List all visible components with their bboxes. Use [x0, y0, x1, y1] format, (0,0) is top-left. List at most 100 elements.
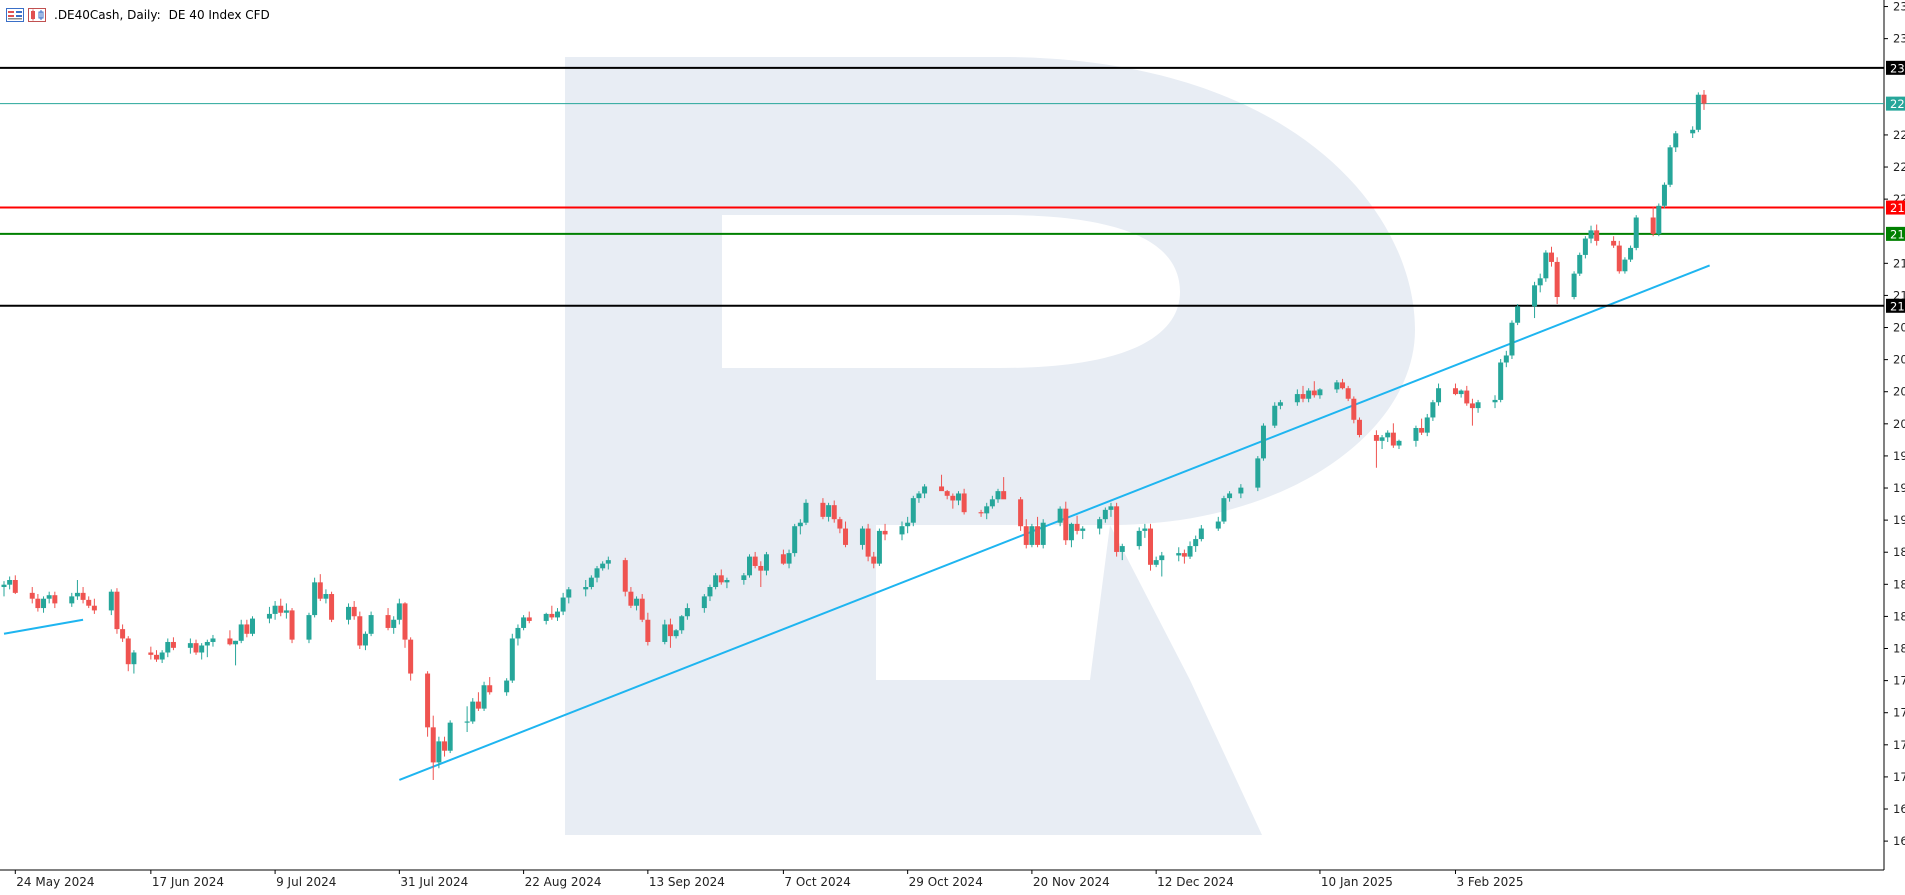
x-tick-label: 7 Oct 2024 [784, 875, 851, 889]
candle [1148, 523, 1154, 571]
candle [600, 561, 606, 571]
candle [684, 603, 690, 620]
candle [1622, 257, 1628, 274]
candle [1351, 396, 1357, 424]
candle [588, 575, 594, 590]
symbol-description: DE 40 Index CFD [168, 8, 270, 22]
horizontal-levels[interactable] [0, 66, 1884, 307]
candle [950, 493, 956, 509]
candle [329, 591, 335, 623]
candle [7, 576, 13, 590]
candle [35, 594, 41, 612]
y-tick-label: 18723.1 [1893, 577, 1905, 591]
candle [594, 565, 600, 583]
candle [837, 516, 843, 534]
candle [1255, 456, 1261, 492]
y-tick-label: 17899.6 [1893, 674, 1905, 688]
candle [283, 603, 289, 619]
candle [1068, 522, 1074, 548]
candle [1227, 491, 1233, 502]
candle [1571, 271, 1577, 300]
x-tick-label: 12 Dec 2024 [1157, 875, 1234, 889]
candle [193, 639, 199, 655]
candle [1379, 435, 1385, 450]
candles [1, 90, 1707, 780]
candle [1193, 535, 1199, 552]
candle [605, 556, 611, 570]
candle [504, 678, 510, 696]
candle [475, 692, 481, 711]
chart-type-icon[interactable] [28, 8, 46, 22]
y-tick-label: 22566.1 [1893, 128, 1905, 142]
trendline-2[interactable] [398, 264, 1711, 781]
candle [1114, 502, 1120, 557]
candle [634, 596, 640, 611]
candle [442, 736, 448, 757]
candle [628, 587, 634, 609]
candle [843, 521, 849, 548]
candle [1356, 417, 1362, 438]
candle [41, 596, 47, 613]
x-tick-label: 24 May 2024 [16, 875, 94, 889]
candle [713, 572, 719, 590]
candle [351, 601, 357, 620]
candle [317, 574, 323, 602]
candle [1176, 547, 1182, 562]
y-tick-label: 16527.1 [1893, 834, 1905, 848]
time-axis[interactable]: 24 May 2024 17 Jun 2024 9 Jul 2024 31 Jul 2… [14, 870, 1524, 889]
candle [159, 650, 165, 664]
candle [1294, 389, 1300, 406]
trendline-1[interactable] [3, 618, 84, 635]
candle [368, 611, 374, 637]
candle [724, 577, 730, 589]
level-label: 21105.0 [1886, 298, 1905, 313]
trade-panel-icon[interactable] [6, 8, 24, 22]
price-axis[interactable]: 23664.123389.622566.122291.622017.121468… [1884, 0, 1905, 848]
candle [803, 499, 809, 526]
y-tick-label: 17625.1 [1893, 706, 1905, 720]
candle [86, 596, 92, 609]
candle [1594, 224, 1600, 246]
candle [1492, 395, 1498, 409]
candle [543, 612, 549, 625]
candle [1396, 439, 1402, 450]
level-price-labels: 23140.0 22833.8 21945.0 21720.0 21105.0 [1886, 60, 1905, 313]
candle [526, 611, 532, 624]
candle [622, 557, 628, 597]
candle [741, 572, 747, 585]
candle [1057, 506, 1063, 527]
watermark-logo [565, 57, 1415, 835]
candle [786, 549, 792, 569]
x-tick-label: 22 Aug 2024 [525, 875, 602, 889]
candle [673, 629, 679, 639]
x-tick-label: 10 Jan 2025 [1321, 875, 1393, 889]
candle [1656, 203, 1662, 237]
candle [1661, 182, 1667, 209]
candle [29, 587, 35, 604]
candle [899, 521, 905, 541]
candle [266, 606, 272, 624]
candle [278, 598, 284, 617]
y-tick-label: 19821.1 [1893, 449, 1905, 463]
candle [910, 495, 916, 527]
candle [1582, 236, 1588, 259]
candle [69, 592, 75, 607]
candle [944, 489, 950, 500]
candle [1548, 246, 1554, 267]
candle [797, 519, 803, 535]
candle [1452, 383, 1458, 396]
candle [1650, 206, 1656, 237]
candle [80, 587, 86, 604]
candle [718, 569, 724, 585]
candle [481, 681, 487, 711]
candle [1458, 389, 1464, 398]
x-tick-label: 9 Jul 2024 [276, 875, 336, 889]
candle [447, 720, 453, 754]
candle [1181, 549, 1187, 564]
candle [859, 526, 865, 550]
candle [747, 554, 753, 578]
candle [955, 491, 961, 506]
candle [1588, 225, 1594, 244]
